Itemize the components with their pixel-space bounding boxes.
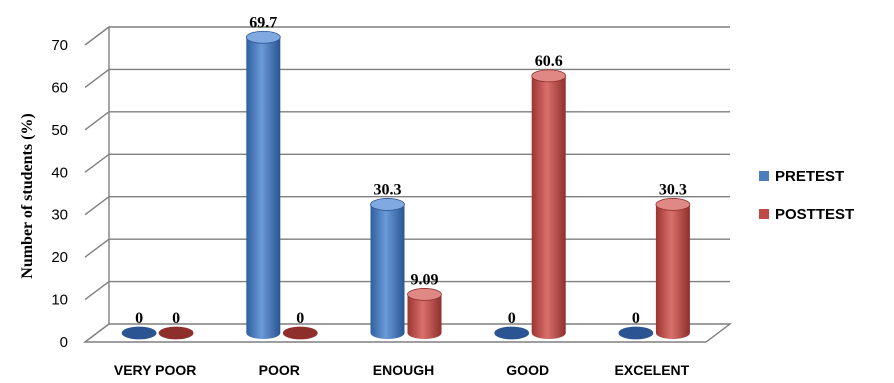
bar-body (655, 204, 690, 339)
bar-pretest-very-poor (121, 326, 157, 340)
y-tick-label: 50 (51, 122, 68, 139)
bar-posttest-poor (282, 326, 318, 340)
data-label: 0 (508, 310, 516, 327)
bar-body (246, 37, 281, 339)
bar-body (407, 294, 442, 339)
bar-cap (407, 288, 442, 301)
bar-body (370, 204, 405, 339)
gridline (84, 238, 730, 258)
gridline (84, 153, 730, 173)
category-label: GOOD (506, 362, 549, 378)
gridline (84, 196, 730, 216)
y-tick-label: 0 (60, 334, 68, 351)
bar-pretest-poor (245, 30, 281, 339)
category-labels: VERY POOR POOR ENOUGH GOOD EXCELENT (114, 362, 690, 378)
bar-cap (531, 69, 567, 83)
y-tick-label: 60 (51, 79, 68, 96)
side-wall (84, 25, 110, 343)
floor (82, 323, 733, 343)
gridline (84, 280, 730, 301)
bar-cap (158, 326, 194, 340)
legend-swatch (759, 171, 769, 181)
bar-pretest-excelent (618, 326, 654, 340)
category-label: VERY POOR (114, 362, 196, 378)
bar-pretest-enough (370, 198, 405, 339)
y-tick-label: 10 (51, 292, 68, 309)
data-label: 0 (296, 310, 304, 327)
bar-cap (121, 326, 157, 340)
legend: PRETEST POSTTEST (759, 168, 854, 223)
category-label: POOR (259, 362, 300, 378)
bar-posttest-excelent (655, 198, 691, 339)
bar-cap (655, 198, 691, 211)
bar-posttest-very-poor (158, 326, 194, 340)
legend-label: POSTTEST (775, 206, 854, 223)
bars: 0 0 69.7 0 30.3 9.09 0 60.6 0 30.3 (121, 14, 691, 340)
data-label: 0 (172, 310, 180, 327)
bar-posttest-enough (407, 288, 442, 339)
y-tick-label: 20 (51, 249, 68, 266)
gridline (84, 68, 730, 88)
legend-swatch (759, 209, 769, 219)
bar-cap (618, 326, 654, 340)
bar-posttest-good (531, 69, 567, 339)
data-label: 30.3 (374, 181, 402, 198)
bar-body (531, 75, 566, 339)
y-tick-label: 40 (51, 164, 68, 181)
bar-cap (245, 30, 281, 44)
bar-cap (370, 198, 405, 211)
data-label: 0 (632, 310, 640, 327)
y-axis-label: Number of students (%) (19, 113, 36, 278)
data-label: 69.7 (249, 14, 277, 31)
y-tick-labels: 0 10 20 30 40 50 60 70 (51, 37, 68, 351)
bar-cap (494, 326, 530, 340)
y-tick-label: 30 (51, 207, 68, 224)
data-label: 60.6 (535, 53, 563, 70)
gridlines (84, 26, 730, 301)
gridline (84, 26, 730, 46)
gridline (84, 111, 730, 131)
category-label: ENOUGH (373, 362, 434, 378)
bar-pretest-good (494, 326, 530, 340)
legend-label: PRETEST (775, 168, 844, 185)
category-label: EXCELENT (615, 362, 690, 378)
data-label: 9.09 (411, 271, 439, 288)
data-label: 0 (135, 310, 143, 327)
data-label: 30.3 (659, 181, 687, 198)
y-tick-label: 70 (51, 37, 68, 54)
bar-cap (282, 326, 318, 340)
